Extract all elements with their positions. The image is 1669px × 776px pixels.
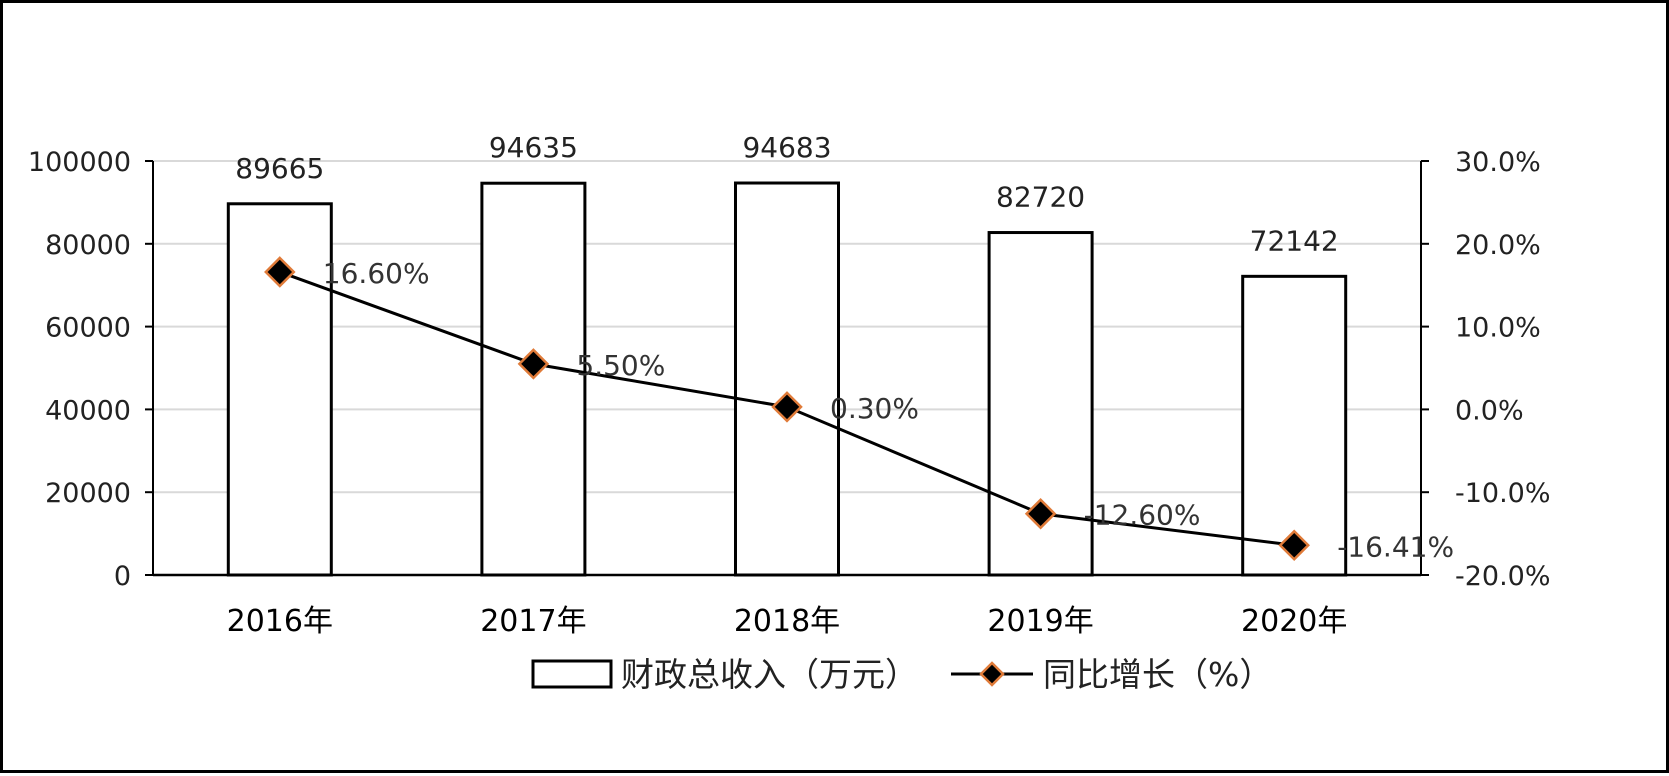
legend-line-label: 同比增长（%） bbox=[1043, 655, 1272, 694]
right-axis-tick-label: 20.0% bbox=[1455, 230, 1541, 261]
legend: 财政总收入（万元） 同比增长（%） bbox=[531, 655, 1272, 694]
line-marker bbox=[1278, 529, 1310, 562]
bar bbox=[734, 181, 840, 577]
bar-value-label: 89665 bbox=[235, 152, 324, 185]
right-axis-tick-label: 0.0% bbox=[1455, 395, 1524, 426]
data-labels: 89665 94635 94683 82720 72142 16.60% 5.50% 0.30… bbox=[235, 131, 1454, 563]
line-value-label: 5.50% bbox=[576, 349, 665, 382]
left-axis-tick-label: 60000 bbox=[45, 313, 131, 344]
left-axis-tick-label: 80000 bbox=[45, 230, 131, 261]
left-axis-tick-label: 0 bbox=[114, 561, 131, 592]
x-axis-category-label: 2016年 bbox=[227, 604, 333, 639]
line-series bbox=[264, 256, 1310, 562]
legend-line-marker bbox=[979, 661, 1005, 687]
x-axis-category-label: 2020年 bbox=[1241, 604, 1347, 639]
line-value-label: 16.60% bbox=[323, 257, 430, 290]
line-marker bbox=[264, 256, 296, 288]
x-axis-category-label: 2017年 bbox=[480, 604, 586, 639]
legend-bar-label: 财政总收入（万元） bbox=[621, 655, 918, 694]
line-marker bbox=[517, 348, 550, 380]
right-axis-tick-label: 10.0% bbox=[1455, 313, 1541, 344]
line-marker bbox=[1024, 497, 1057, 530]
x-axis-category-label: 2018年 bbox=[734, 604, 840, 639]
bar-value-label: 82720 bbox=[996, 181, 1085, 214]
bar-value-label: 94635 bbox=[489, 131, 578, 164]
right-axis-tick-label: 30.0% bbox=[1455, 147, 1541, 178]
axes: 0 20000 40000 60000 80000 100000 -20.0% -10.0% 0… bbox=[28, 147, 1551, 639]
bar bbox=[1241, 274, 1348, 577]
right-axis-tick-label: -20.0% bbox=[1455, 561, 1551, 592]
bar-value-label: 94683 bbox=[742, 131, 831, 164]
chart: 0 20000 40000 60000 80000 100000 -20.0% -10.0% 0… bbox=[28, 131, 1551, 694]
line-value-label: 0.30% bbox=[830, 392, 919, 425]
left-axis-tick-label: 20000 bbox=[45, 478, 131, 509]
line-value-label: -16.41% bbox=[1337, 530, 1454, 563]
bar-series bbox=[226, 181, 1348, 577]
right-axis-tick-label: -10.0% bbox=[1455, 478, 1551, 509]
left-axis-tick-label: 40000 bbox=[45, 395, 131, 426]
line-marker bbox=[771, 391, 803, 423]
left-axis-tick-label: 100000 bbox=[28, 147, 131, 178]
x-axis-category-label: 2019年 bbox=[987, 604, 1093, 639]
bar-value-label: 72142 bbox=[1250, 224, 1339, 257]
legend-bar-swatch bbox=[531, 659, 613, 689]
line-value-label: -12.60% bbox=[1084, 499, 1201, 532]
